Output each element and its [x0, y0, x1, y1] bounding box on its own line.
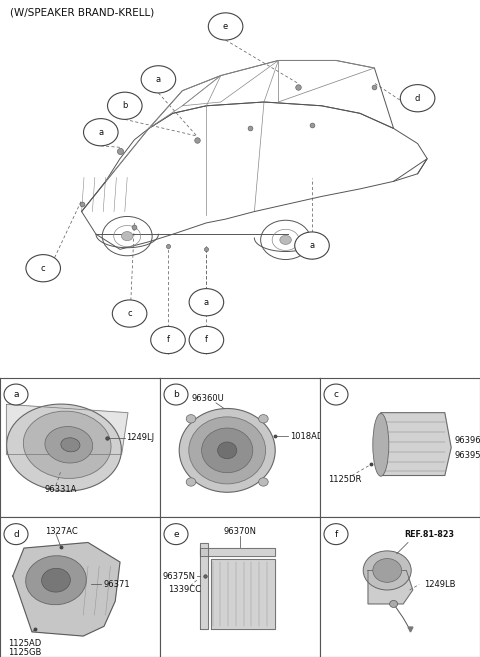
Text: f: f — [205, 336, 208, 344]
Ellipse shape — [45, 426, 93, 463]
Circle shape — [208, 13, 243, 40]
Text: REF.81-823: REF.81-823 — [404, 530, 454, 539]
Circle shape — [4, 524, 28, 545]
Circle shape — [151, 327, 185, 353]
Circle shape — [179, 409, 275, 492]
Circle shape — [324, 384, 348, 405]
Text: 1327AC: 1327AC — [45, 527, 78, 536]
Text: c: c — [41, 263, 46, 273]
Text: a: a — [13, 390, 19, 399]
Ellipse shape — [186, 415, 196, 423]
Text: a: a — [98, 127, 103, 137]
Text: f: f — [167, 336, 169, 344]
Text: 96370N: 96370N — [224, 527, 256, 536]
Text: 96360U: 96360U — [192, 394, 224, 403]
Polygon shape — [200, 548, 275, 556]
Circle shape — [26, 255, 60, 282]
Circle shape — [189, 288, 224, 316]
Circle shape — [324, 524, 348, 545]
Text: 96375N: 96375N — [162, 572, 195, 581]
Text: b: b — [173, 390, 179, 399]
Circle shape — [400, 85, 435, 112]
Circle shape — [4, 384, 28, 405]
Circle shape — [202, 428, 253, 473]
Circle shape — [189, 417, 265, 484]
Polygon shape — [200, 543, 208, 629]
Ellipse shape — [373, 413, 389, 476]
Text: c: c — [334, 390, 338, 399]
Circle shape — [189, 327, 224, 353]
Text: a: a — [204, 298, 209, 307]
Circle shape — [141, 66, 176, 93]
Ellipse shape — [61, 438, 80, 452]
Ellipse shape — [42, 568, 71, 592]
Ellipse shape — [259, 415, 268, 423]
Text: c: c — [127, 309, 132, 318]
Ellipse shape — [259, 478, 268, 486]
Text: d: d — [415, 94, 420, 102]
Polygon shape — [368, 570, 413, 604]
Circle shape — [164, 384, 188, 405]
Text: 96331A: 96331A — [45, 485, 77, 494]
Text: (W/SPEAKER BRAND-KRELL): (W/SPEAKER BRAND-KRELL) — [10, 7, 154, 18]
Text: 1125DR: 1125DR — [328, 475, 361, 484]
Text: e: e — [173, 530, 179, 539]
Polygon shape — [376, 413, 451, 476]
Polygon shape — [13, 543, 120, 636]
Circle shape — [108, 92, 142, 120]
Text: 96396A: 96396A — [455, 436, 480, 445]
Circle shape — [280, 235, 291, 244]
Polygon shape — [6, 404, 128, 455]
Circle shape — [390, 600, 397, 608]
Polygon shape — [211, 559, 275, 629]
Ellipse shape — [24, 411, 111, 478]
Ellipse shape — [7, 404, 121, 491]
Text: e: e — [223, 22, 228, 31]
Circle shape — [84, 119, 118, 146]
Text: b: b — [122, 101, 128, 110]
Text: a: a — [156, 75, 161, 84]
Ellipse shape — [373, 558, 402, 582]
Text: d: d — [13, 530, 19, 539]
Text: 1339CC: 1339CC — [168, 585, 201, 595]
Text: 96371: 96371 — [104, 580, 131, 589]
Text: 1125GB: 1125GB — [8, 648, 41, 657]
Circle shape — [217, 442, 237, 459]
Circle shape — [121, 231, 133, 240]
Ellipse shape — [363, 551, 411, 590]
Text: a: a — [310, 241, 314, 250]
Text: 1249LJ: 1249LJ — [126, 434, 155, 442]
Text: 1249LB: 1249LB — [424, 580, 456, 589]
Text: 1125AD: 1125AD — [8, 639, 41, 648]
Circle shape — [164, 524, 188, 545]
Text: f: f — [335, 530, 337, 539]
Text: 1018AD: 1018AD — [289, 432, 323, 441]
Circle shape — [295, 232, 329, 259]
Circle shape — [112, 300, 147, 327]
Ellipse shape — [25, 556, 86, 604]
Text: 96395A: 96395A — [455, 451, 480, 461]
Ellipse shape — [186, 478, 196, 486]
